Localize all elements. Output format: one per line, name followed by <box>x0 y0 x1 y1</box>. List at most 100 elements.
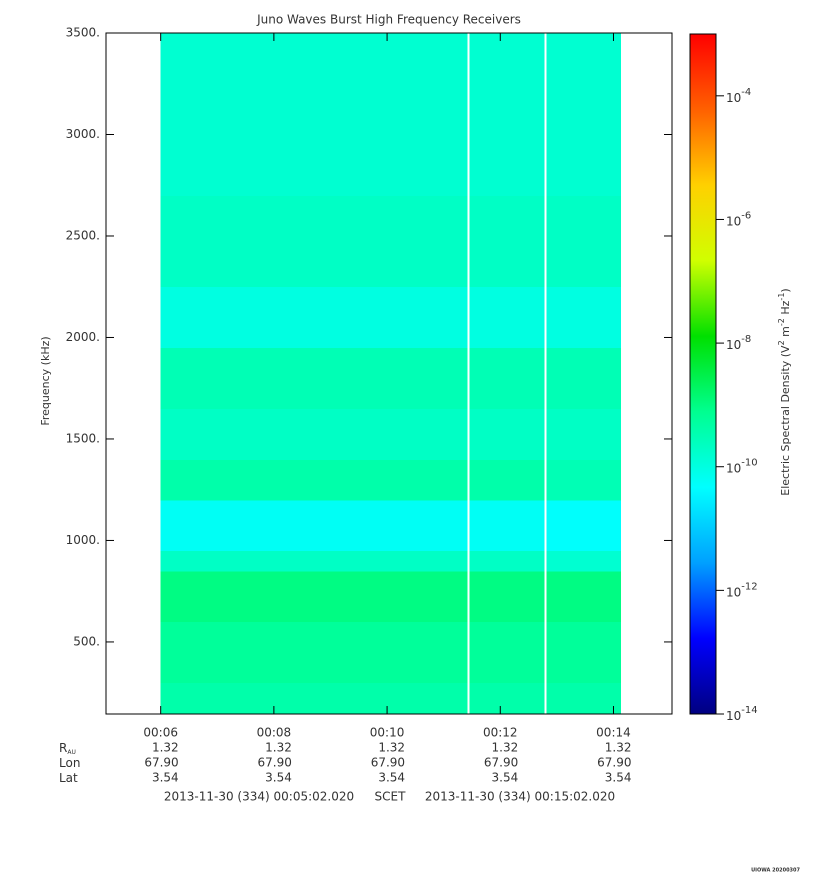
spectrogram-cell <box>469 550 545 572</box>
colorbar-tick-label: 10-14 <box>726 705 758 723</box>
spectrogram-cell <box>546 621 621 684</box>
colorbar-label-superscript: -2 <box>777 318 786 326</box>
spectrogram-cell <box>546 33 621 196</box>
colorbar-tick-label: 10-4 <box>726 87 751 105</box>
chart-title: Juno Waves Burst High Frequency Receiver… <box>256 13 521 27</box>
colorbar-tick-exponent: -6 <box>741 210 751 221</box>
colorbar-tick-base: 10 <box>726 214 741 228</box>
spectrogram-cell <box>469 195 545 288</box>
time-label: SCET <box>375 790 407 804</box>
time-end: 2013-11-30 (334) 00:15:02.020 <box>425 790 615 804</box>
y-tick-label: 2500. <box>66 228 100 242</box>
x-tick-label: 00:08 <box>257 726 292 740</box>
spectrogram-cell <box>160 286 468 349</box>
colorbar-tick-label: 10-6 <box>726 210 751 228</box>
colorbar-label: Electric Spectral Density (V2 m-2 Hz-1) <box>777 288 793 495</box>
x-tick-label: 00:10 <box>370 726 405 740</box>
ephemeris-value: 67.90 <box>144 756 178 770</box>
ephemeris-label-subscript: AU <box>67 749 76 756</box>
spectrogram-cell <box>160 347 468 410</box>
colorbar-label-superscript: -1 <box>777 293 786 301</box>
spectrogram-cell <box>546 347 621 410</box>
colorbar-label-text: Electric Spectral Density (V <box>779 345 792 496</box>
spectrogram-cell <box>546 550 621 572</box>
spectrogram-cell <box>546 286 621 349</box>
colorbar <box>689 33 717 715</box>
ephemeris-label-text: Lat <box>59 771 78 785</box>
ephemeris-label-text: R <box>59 741 67 755</box>
spectrogram-cell <box>546 459 621 501</box>
ephemeris-value: 3.54 <box>605 771 632 785</box>
spectrogram-cell <box>160 408 468 460</box>
spectrogram-cell <box>546 682 621 715</box>
y-tick-label: 3000. <box>66 127 100 141</box>
spectrogram-cell <box>160 621 468 684</box>
ephemeris-value: 67.90 <box>597 756 631 770</box>
ephemeris-value: 3.54 <box>152 771 179 785</box>
spectrogram-cell <box>469 459 545 501</box>
x-tick-label: 00:14 <box>596 726 631 740</box>
colorbar-tick-base: 10 <box>726 461 741 475</box>
spectrogram-cell <box>160 499 468 552</box>
ephemeris-value: 67.90 <box>484 756 518 770</box>
ephemeris-value: 67.90 <box>371 756 405 770</box>
ephemeris-label-text: Lon <box>59 756 80 770</box>
y-axis-label: Frequency (kHz) <box>39 336 52 425</box>
ephemeris-label: Lon <box>59 756 80 770</box>
spectrogram-cell <box>546 499 621 552</box>
colorbar-label-text: m <box>779 326 792 340</box>
y-tick-label: 500. <box>73 634 100 648</box>
colorbar-label-text: ) <box>779 288 792 292</box>
y-tick-label: 1000. <box>66 533 100 547</box>
ephemeris-label: RAU <box>59 741 76 756</box>
spectrogram-cell <box>469 621 545 684</box>
colorbar-tick-base: 10 <box>726 90 741 104</box>
spectrogram-cell <box>546 570 621 623</box>
ephemeris-value: 3.54 <box>265 771 292 785</box>
ephemeris-value: 3.54 <box>492 771 519 785</box>
spectrogram-cell <box>160 682 468 715</box>
colorbar-label-superscript: 2 <box>777 340 786 345</box>
y-tick-label: 1500. <box>66 431 100 445</box>
colorbar-tick-exponent: -8 <box>741 334 751 345</box>
colorbar-tick-base: 10 <box>726 709 741 723</box>
ephemeris-value: 1.32 <box>378 741 405 755</box>
ephemeris-value: 1.32 <box>152 741 179 755</box>
y-tick-label: 2000. <box>66 330 100 344</box>
ephemeris-label: Lat <box>59 771 78 785</box>
spectrogram-cell <box>469 570 545 623</box>
ephemeris-value: 1.32 <box>492 741 519 755</box>
spectrogram-cell <box>546 195 621 288</box>
ephemeris-value: 67.90 <box>258 756 292 770</box>
spectrogram-cell <box>469 499 545 552</box>
spectrogram-cell <box>469 347 545 410</box>
spectrogram-cell <box>160 459 468 501</box>
spectrogram-cell <box>469 408 545 460</box>
time-start: 2013-11-30 (334) 00:05:02.020 <box>164 790 354 804</box>
x-tick-label: 00:12 <box>483 726 518 740</box>
ephemeris-value: 3.54 <box>378 771 405 785</box>
colorbar-tick-label: 10-12 <box>726 581 758 599</box>
colorbar-tick-exponent: -12 <box>741 581 757 592</box>
colorbar-tick-exponent: -10 <box>741 458 757 469</box>
ephemeris-value: 1.32 <box>605 741 632 755</box>
x-tick-label: 00:06 <box>143 726 178 740</box>
colorbar-tick-base: 10 <box>726 585 741 599</box>
spectrogram-cell <box>160 550 468 572</box>
spectrogram-cell <box>160 33 468 196</box>
spectrogram-cell <box>469 33 545 196</box>
spectrogram-cell <box>469 682 545 715</box>
spectrogram-cell <box>469 286 545 349</box>
ephemeris-value: 1.32 <box>265 741 292 755</box>
colorbar-tick-base: 10 <box>726 338 741 352</box>
plot-frame <box>105 32 673 715</box>
spectrogram-cell <box>160 195 468 288</box>
colorbar-label-text: Hz <box>779 300 792 318</box>
colorbar-tick-label: 10-10 <box>726 458 758 476</box>
footer: UIOWA 20200307 <box>751 868 800 874</box>
colorbar-tick-exponent: -4 <box>741 87 751 98</box>
y-tick-label: 3500. <box>66 26 100 40</box>
spectrogram-cell <box>546 408 621 460</box>
colorbar-tick-exponent: -14 <box>741 705 757 716</box>
